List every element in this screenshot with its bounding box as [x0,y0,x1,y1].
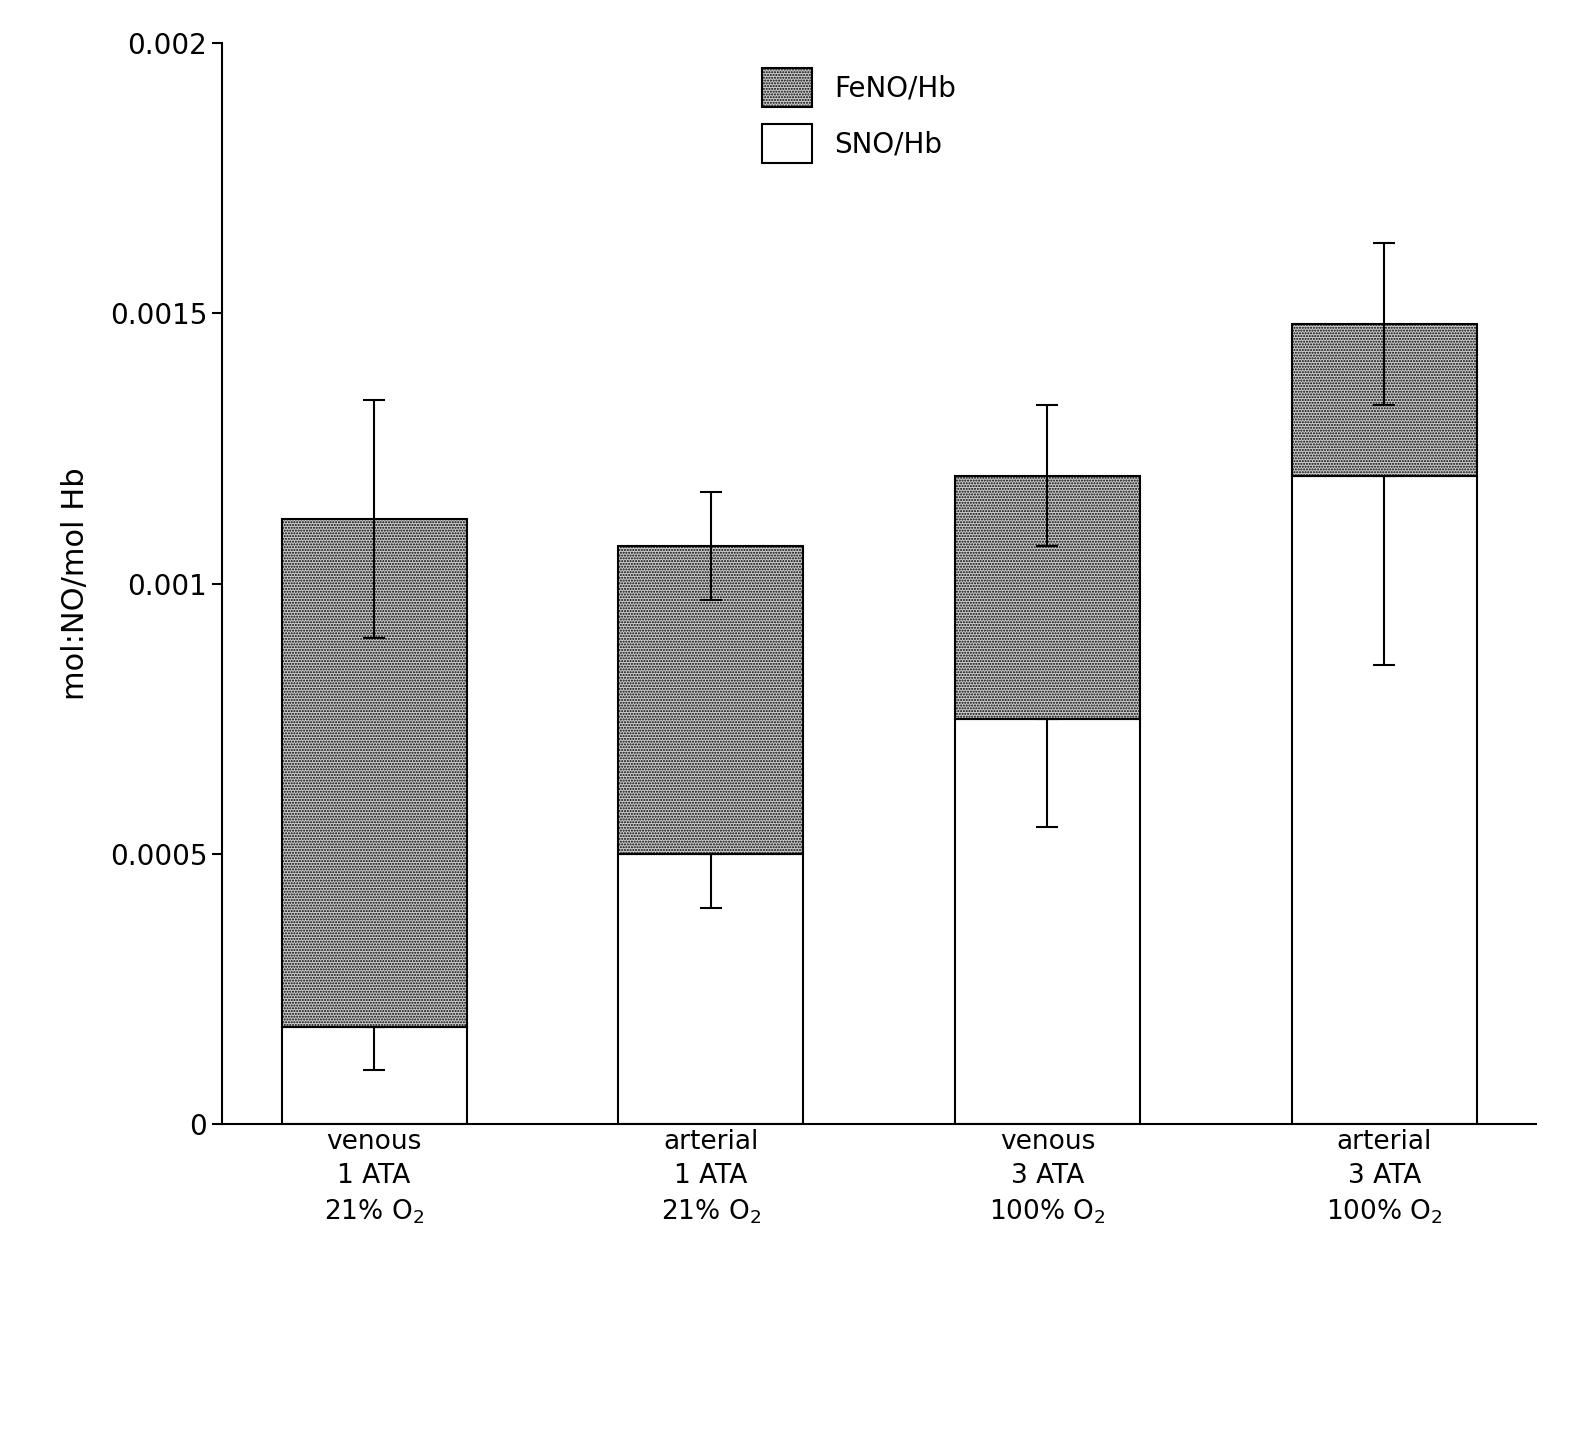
Bar [618,853,803,1124]
Legend: FeNO/Hb, SNO/Hb: FeNO/Hb, SNO/Hb [762,68,955,163]
Bar [955,719,1140,1124]
Bar [618,546,803,853]
Bar [1291,324,1476,476]
Bar [1291,476,1476,1124]
Bar [282,519,467,1026]
Bar [955,476,1140,719]
Bar [282,1026,467,1124]
Y-axis label: mol:NO/mol Hb: mol:NO/mol Hb [62,467,90,700]
